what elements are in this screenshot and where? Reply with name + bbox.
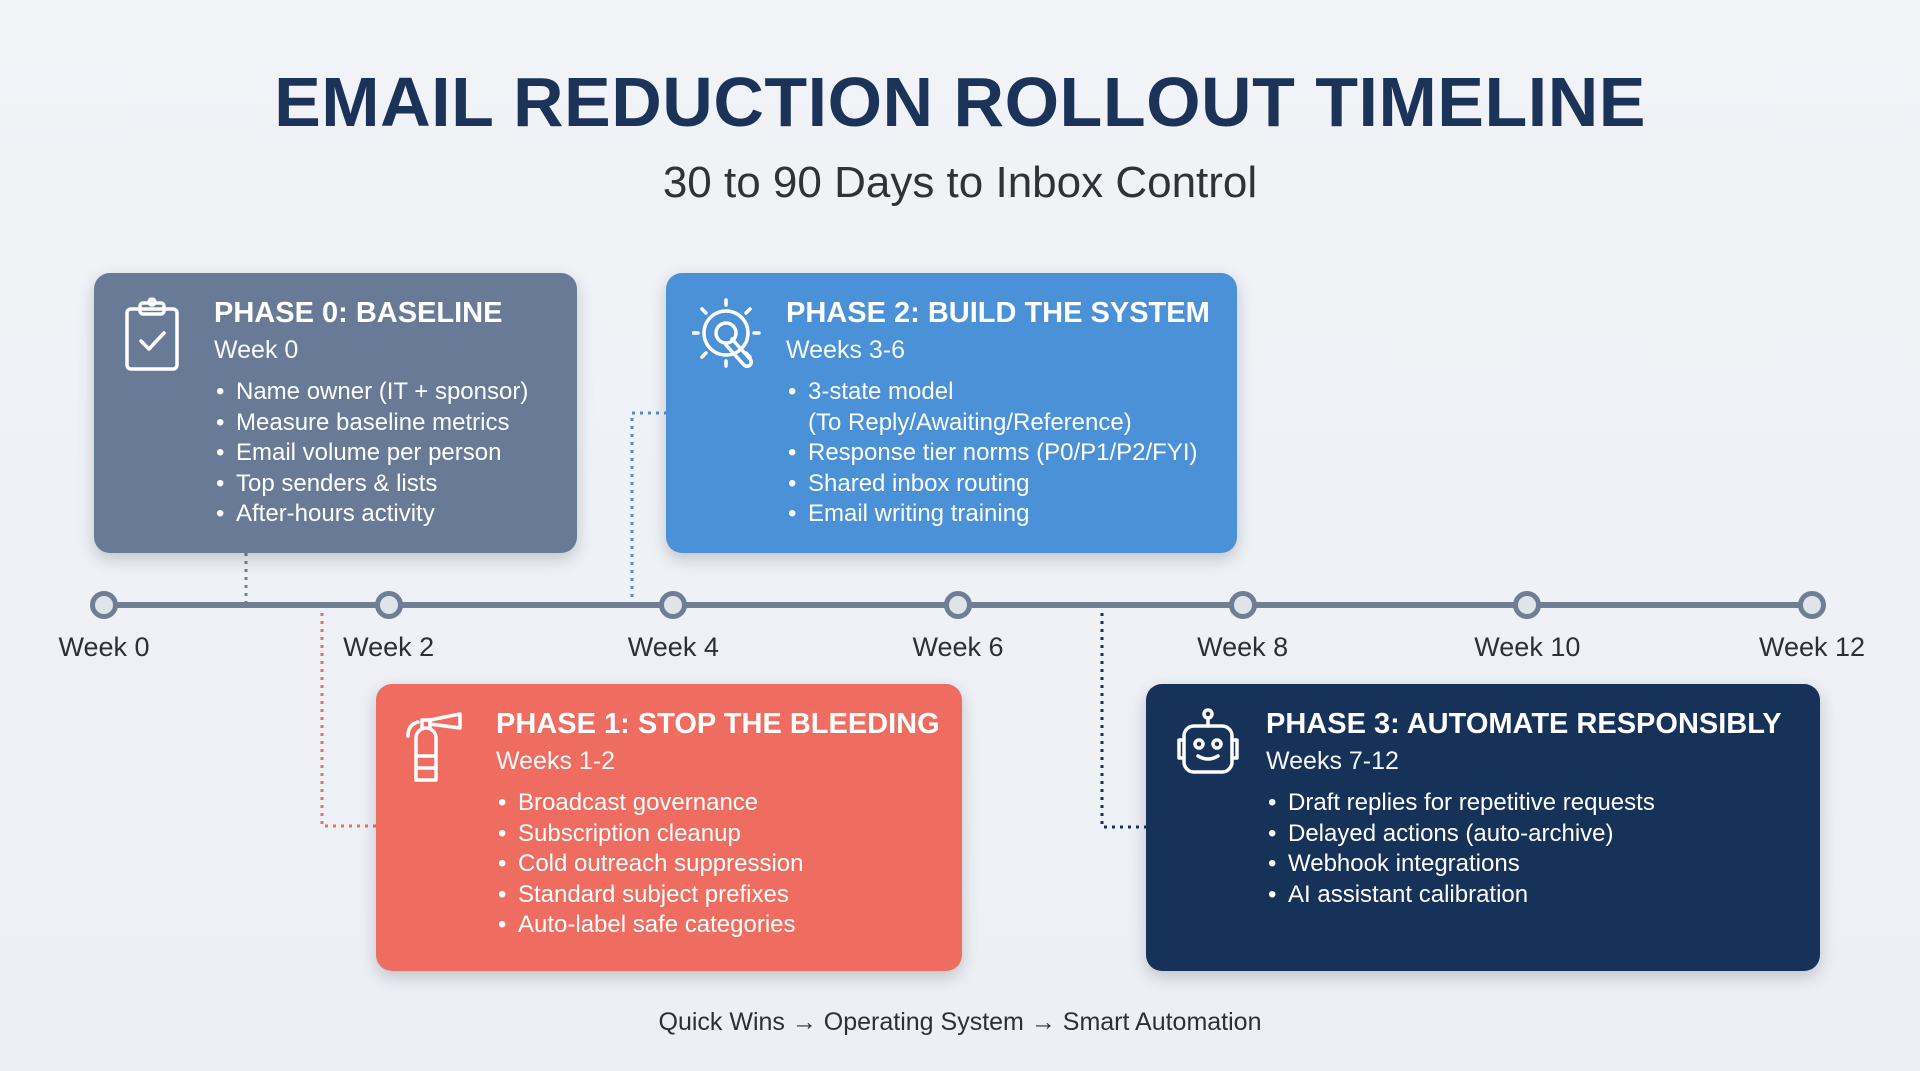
list-item: (To Reply/Awaiting/Reference) <box>808 408 1132 436</box>
connector-phase2 <box>630 411 666 605</box>
phase-weeks: Weeks 1-2 <box>496 747 616 775</box>
timeline-tick-label: Week 0 <box>58 632 150 662</box>
page-title: EMAIL REDUCTION ROLLOUT TIMELINE <box>274 63 1646 141</box>
list-item: Email volume per person <box>214 438 557 469</box>
timeline-tick-label: Week 8 <box>1197 632 1289 662</box>
phase-1-card: PHASE 1: STOP THE BLEEDING Weeks 1-2 Bro… <box>376 684 962 971</box>
phase-weeks: Weeks 3-6 <box>786 336 906 364</box>
timeline-tick-label: Week 6 <box>912 632 1004 662</box>
timeline-node <box>374 591 403 619</box>
list-item: After-hours activity <box>214 499 557 530</box>
timeline-node <box>944 591 972 619</box>
list-item: Response tier norms (P0/P1/P2/FYI) <box>786 438 1217 469</box>
list-item: Delayed actions (auto-archive) <box>1266 819 1800 850</box>
list-item: Top senders & lists <box>214 469 557 500</box>
list-item: Shared inbox routing <box>786 469 1217 500</box>
list-item: Standard subject prefixes <box>496 880 942 911</box>
timeline-node <box>1513 591 1542 619</box>
footer-tagline: Quick Wins → Operating System → Smart Au… <box>658 1008 1262 1036</box>
list-item: 3-state model <box>786 377 1217 408</box>
phase-weeks: Weeks 7-12 <box>1266 747 1399 775</box>
phase-weeks: Week 0 <box>214 336 299 364</box>
list-item: Name owner (IT + sponsor) <box>214 377 557 408</box>
phase-title: PHASE 0: BASELINE <box>214 297 503 329</box>
clipboard-check-icon <box>125 297 179 371</box>
page-subtitle: 30 to 90 Days to Inbox Control <box>662 158 1258 207</box>
timeline-tick-label: Week 12 <box>1758 632 1866 662</box>
list-item: Broadcast governance <box>496 788 942 819</box>
phase-title: PHASE 2: BUILD THE SYSTEM <box>786 297 1210 329</box>
timeline-node <box>1228 591 1257 619</box>
list-item: Auto-label safe categories <box>496 910 942 941</box>
timeline-tick-label: Week 10 <box>1474 632 1581 662</box>
list-item: Email writing training <box>786 499 1217 530</box>
phase-0-card: PHASE 0: BASELINE Week 0 Name owner (IT … <box>94 273 577 553</box>
phase-title: PHASE 1: STOP THE BLEEDING <box>496 708 940 740</box>
phase-3-card: PHASE 3: AUTOMATE RESPONSIBLY Weeks 7-12… <box>1146 684 1820 971</box>
list-item: Subscription cleanup <box>496 819 942 850</box>
connector-phase1 <box>320 605 376 828</box>
list-item: AI assistant calibration <box>1266 880 1800 911</box>
timeline-tick-label: Week 2 <box>343 632 435 662</box>
timeline-tick-label: Week 4 <box>627 632 719 662</box>
list-item: Measure baseline metrics <box>214 408 557 439</box>
list-item: Cold outreach suppression <box>496 849 942 880</box>
list-item: Draft replies for repetitive requests <box>1266 788 1800 819</box>
gear-wrench-icon <box>692 298 761 368</box>
phase-title: PHASE 3: AUTOMATE RESPONSIBLY <box>1266 708 1782 740</box>
timeline-node <box>659 591 688 619</box>
fire-extinguisher-icon <box>406 712 462 782</box>
connector-phase3 <box>1100 605 1146 829</box>
list-item: Webhook integrations <box>1266 849 1800 880</box>
robot-icon <box>1177 708 1239 774</box>
timeline-node <box>90 591 118 619</box>
phase-2-card: PHASE 2: BUILD THE SYSTEM Weeks 3-6 3-st… <box>666 273 1237 553</box>
timeline-node <box>1798 591 1826 619</box>
